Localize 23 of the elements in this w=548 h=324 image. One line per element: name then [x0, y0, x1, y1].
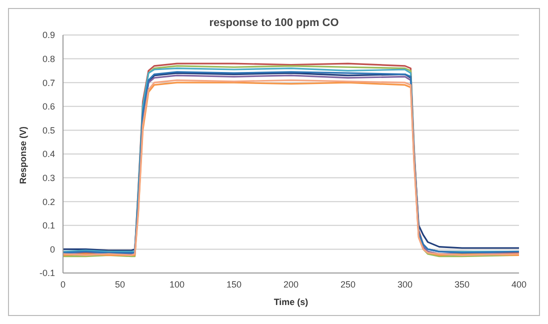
x-tick-label: 250 [340, 279, 356, 290]
y-tick-label: 0.2 [42, 196, 55, 207]
x-tick-label: 50 [114, 279, 126, 290]
y-tick-label: 0 [50, 244, 55, 254]
y-tick-label: 0.6 [42, 102, 55, 112]
y-tick-label: 0.3 [42, 172, 55, 183]
y-tick-label: 0.1 [42, 220, 55, 231]
y-axis-title: Response (V) [18, 126, 28, 184]
x-tick-label: 0 [60, 279, 66, 290]
x-tick-label: 150 [226, 279, 242, 290]
y-tick-label: 0.9 [42, 30, 55, 40]
x-tick-label: 100 [169, 279, 185, 290]
x-tick-label: 200 [283, 279, 299, 290]
x-axis-title: Time (s) [274, 297, 308, 307]
y-tick-label: 0.8 [42, 54, 55, 64]
y-tick-label: 0.4 [42, 149, 55, 160]
y-tick-label: -0.1 [39, 268, 55, 278]
chart-title: response to 100 ppm CO [208, 17, 340, 29]
x-tick-label: 300 [397, 279, 413, 290]
y-tick-label: 0.7 [42, 78, 55, 88]
y-tick-label: 0.5 [42, 125, 55, 136]
x-tick-label: 400 [511, 279, 527, 290]
x-tick-label: 350 [454, 279, 470, 290]
